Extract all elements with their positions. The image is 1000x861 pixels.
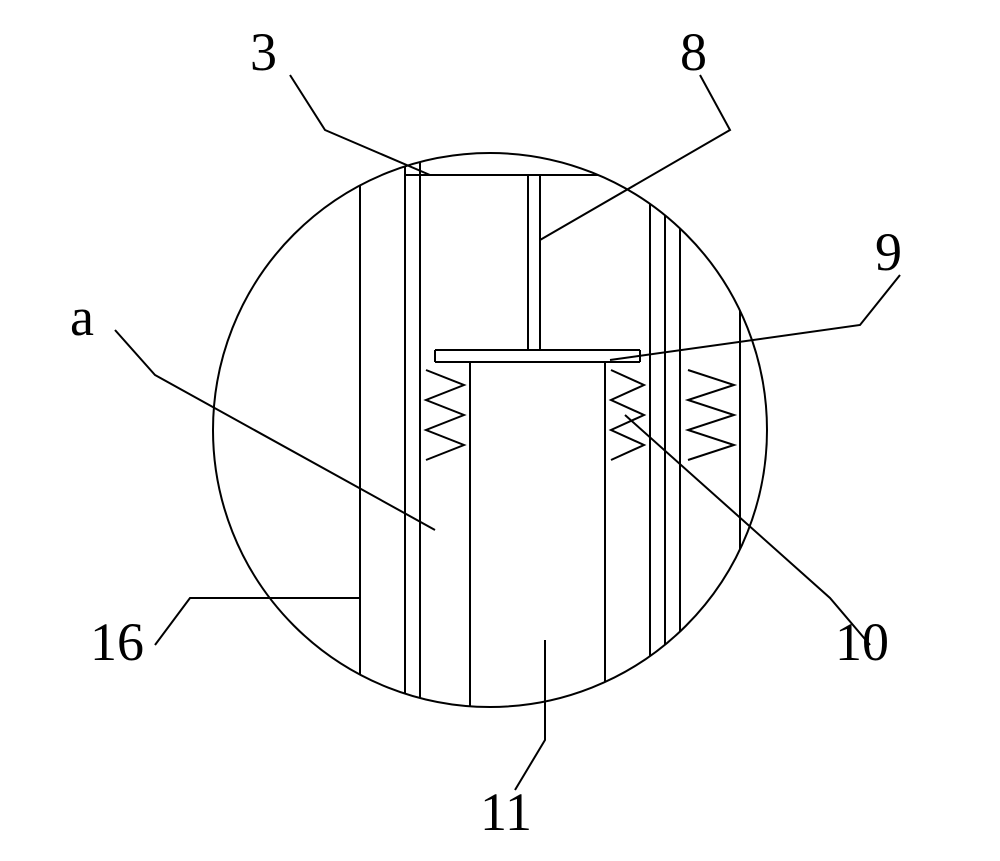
label-9: 9: [875, 222, 902, 282]
label-11: 11: [480, 782, 532, 842]
label-10: 10: [835, 612, 889, 672]
leader-line: [155, 598, 330, 645]
leader-line: [540, 75, 730, 240]
detail-diagram: 3 8 a 9 16 10 11: [0, 0, 1000, 861]
label-3: 3: [250, 22, 277, 82]
label-8: 8: [680, 22, 707, 82]
label-16: 16: [90, 612, 144, 672]
label-a: a: [70, 287, 94, 347]
leader-line: [115, 330, 435, 530]
leader-line: [515, 640, 545, 790]
leader-line: [290, 75, 430, 175]
detail-circle: [213, 153, 767, 707]
structure-group: [298, 130, 740, 730]
